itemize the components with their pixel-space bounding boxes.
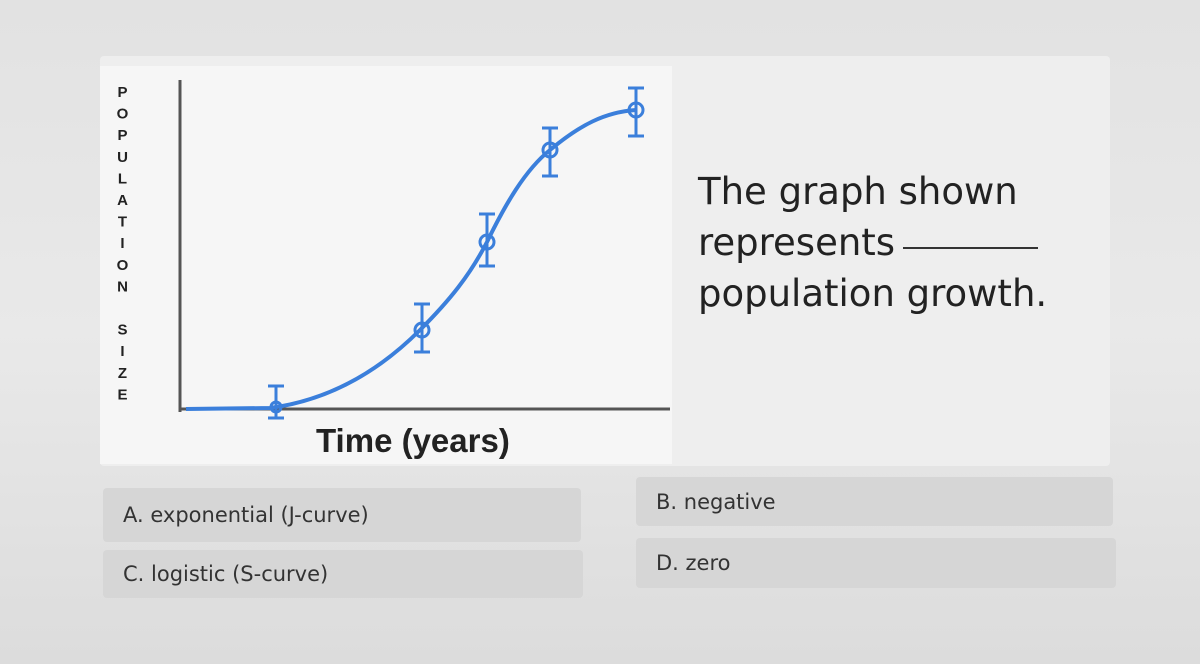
question-line: The graph shown xyxy=(698,170,1018,213)
option-button[interactable]: D. zero xyxy=(636,538,1116,588)
y-axis-label: POPULATION SIZE xyxy=(114,84,131,408)
question-line: represents xyxy=(698,221,896,264)
question-line: population growth. xyxy=(698,272,1048,315)
option-button[interactable]: C. logistic (S-curve) xyxy=(103,550,583,598)
question-text: The graph shown represents population gr… xyxy=(698,166,1047,319)
option-button[interactable]: A. exponential (J-curve) xyxy=(103,488,581,542)
question-line: represents xyxy=(698,217,1047,268)
answer-blank xyxy=(903,247,1039,250)
growth-curve xyxy=(185,108,637,411)
data-points xyxy=(268,86,645,420)
x-axis-label: Time (years) xyxy=(316,422,510,459)
option-button[interactable]: B. negative xyxy=(636,477,1113,526)
